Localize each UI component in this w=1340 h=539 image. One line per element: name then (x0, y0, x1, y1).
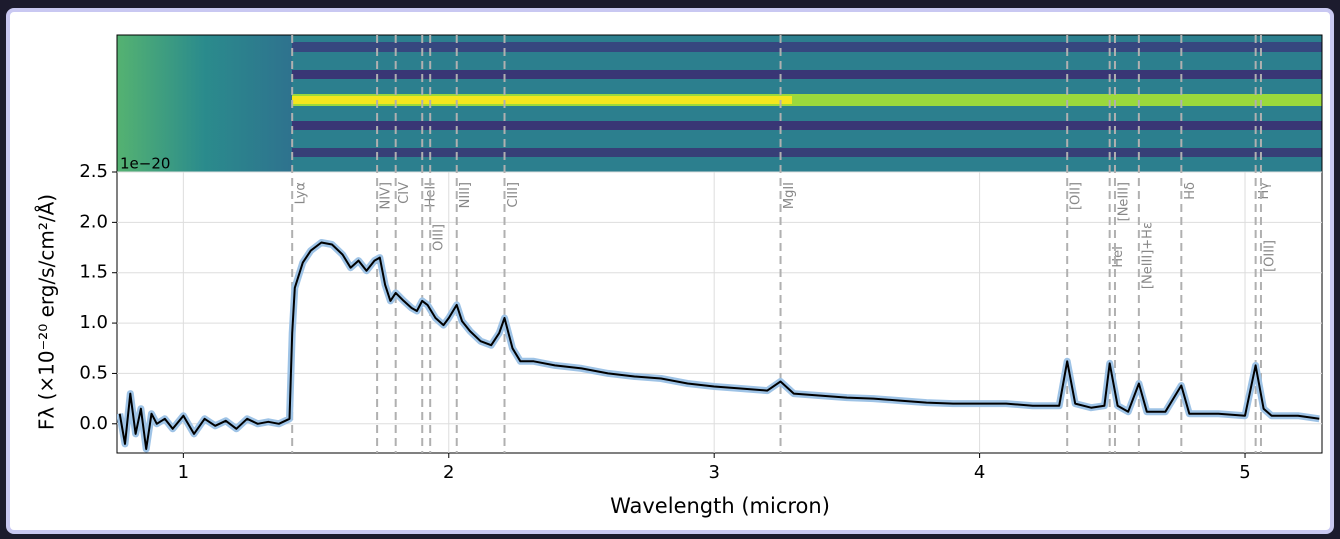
emission-line-label: Lyα (294, 182, 309, 204)
y-tick-label: 1.0 (79, 312, 108, 333)
y-tick-label: 0.0 (79, 413, 108, 434)
emission-line-label: [OII] (1069, 182, 1084, 210)
emission-line-label: CIV (397, 182, 412, 204)
emission-line-label: NIII] (458, 182, 473, 208)
y-tick-label: 2.5 (79, 161, 108, 182)
emission-line-label: CIII] (506, 182, 521, 208)
offset-text: 1e−20 (120, 155, 170, 173)
spectrum-line (118, 241, 1320, 450)
y-tick-label: 2.0 (79, 211, 108, 232)
emission-line-label: HeII (424, 182, 439, 207)
y-axis-label: Fλ (×10⁻²⁰ erg/s/cm²/Å) (35, 194, 59, 430)
emission-line-label: Hγ (1257, 182, 1272, 200)
x-tick-label: 1 (178, 462, 189, 483)
x-tick-label: 5 (1239, 462, 1250, 483)
x-tick-label: 4 (974, 462, 985, 483)
spectrum-2d-image (116, 34, 1323, 173)
y-tick-label: 1.5 (79, 262, 108, 283)
emission-line-label: MgII (782, 182, 797, 209)
spectrum (117, 239, 1320, 453)
emission-line-label: [NeIII] (1116, 182, 1131, 221)
x-axis-label: Wavelength (micron) (610, 494, 830, 518)
emission-line-label: Hδ (1183, 182, 1198, 200)
y-tick-label: 0.5 (79, 362, 108, 383)
emission-line-label: NIV] (379, 182, 394, 210)
emission-line-label: OIII] (432, 224, 447, 251)
emission-line-label: [OIII] (1262, 240, 1277, 272)
x-tick-label: 2 (443, 462, 454, 483)
emission-line-label: [NeIII]+Hε (1140, 222, 1155, 289)
emission-line-label: HeI (1111, 246, 1126, 268)
x-tick-label: 3 (708, 462, 719, 483)
